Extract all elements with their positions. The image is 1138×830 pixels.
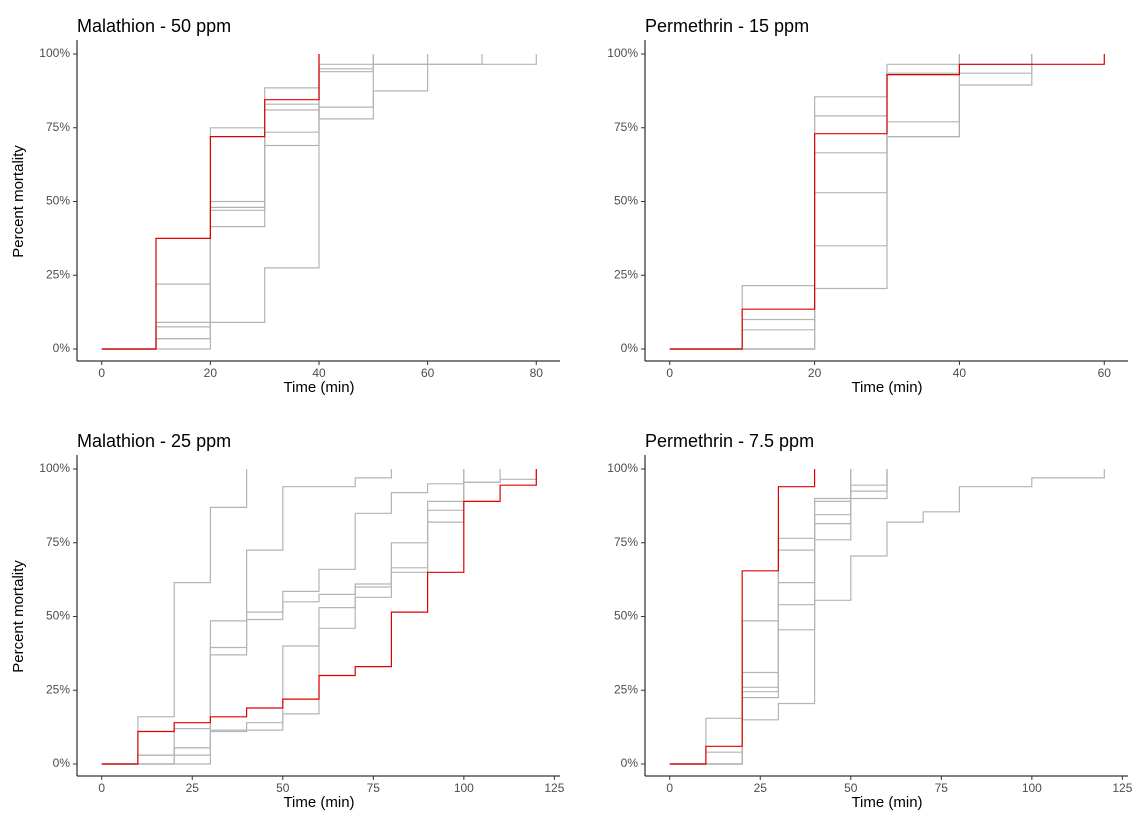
- x-tick-label: 75: [935, 781, 949, 795]
- series-line: [101, 54, 483, 350]
- y-tick-label: 100%: [39, 461, 70, 475]
- highlight-series-line: [101, 469, 537, 765]
- y-tick-label: 100%: [39, 46, 70, 60]
- y-tick-label: 75%: [614, 535, 638, 549]
- x-tick-label: 0: [98, 366, 105, 380]
- series-line: [669, 54, 1033, 350]
- series-line: [101, 54, 320, 350]
- chart-title: Malathion - 25 ppm: [77, 431, 231, 451]
- y-tick-label: 50%: [46, 194, 70, 208]
- y-tick-label: 0%: [53, 341, 71, 355]
- highlight-series-line: [669, 469, 816, 765]
- x-tick-label: 40: [953, 366, 967, 380]
- y-tick-label: 75%: [46, 120, 70, 134]
- x-axis-title: Time (min): [851, 379, 922, 396]
- x-axis-title: Time (min): [851, 794, 922, 811]
- series-line: [101, 54, 374, 350]
- x-tick-label: 20: [204, 366, 218, 380]
- y-axis-title: Percent mortality: [10, 145, 27, 258]
- x-tick-label: 125: [544, 781, 564, 795]
- highlight-series-line: [669, 54, 1105, 350]
- x-tick-label: 100: [454, 781, 474, 795]
- x-tick-label: 100: [1022, 781, 1042, 795]
- highlight-series-line: [101, 54, 320, 350]
- series-line: [101, 469, 501, 765]
- panel-malathion-25: Malathion - 25 ppm 0% 25% 50% 75% 100% 0 25 50 75…: [10, 431, 565, 811]
- y-tick-label: 50%: [614, 194, 638, 208]
- chart-title: Malathion - 50 ppm: [77, 16, 231, 36]
- chart-title: Permethrin - 15 ppm: [645, 16, 809, 36]
- y-tick-label: 50%: [46, 609, 70, 623]
- x-tick-label: 0: [666, 781, 673, 795]
- x-tick-label: 40: [312, 366, 326, 380]
- x-tick-label: 25: [186, 781, 200, 795]
- y-tick-label: 100%: [607, 461, 638, 475]
- chart-title: Permethrin - 7.5 ppm: [645, 431, 814, 451]
- x-axis-title: Time (min): [283, 379, 354, 396]
- y-tick-label: 25%: [46, 267, 70, 281]
- x-tick-label: 60: [1098, 366, 1112, 380]
- y-tick-label: 0%: [621, 756, 639, 770]
- series-line: [101, 469, 248, 765]
- x-tick-label: 50: [844, 781, 858, 795]
- series-line: [669, 54, 1033, 350]
- x-tick-label: 125: [1112, 781, 1132, 795]
- x-tick-label: 20: [808, 366, 822, 380]
- y-tick-label: 25%: [614, 267, 638, 281]
- y-tick-label: 0%: [53, 756, 71, 770]
- series-line: [669, 54, 1033, 350]
- y-tick-label: 0%: [621, 341, 639, 355]
- y-axis-title: Percent mortality: [10, 560, 27, 673]
- y-tick-label: 25%: [46, 682, 70, 696]
- panel-malathion-50: Malathion - 50 ppm 0% 25% 50% 75% 100% 0 20 40 60…: [10, 16, 560, 396]
- series-line: [669, 469, 1105, 765]
- panel-permethrin-15: Permethrin - 15 ppm 0% 25% 50% 75% 100% 0 20 40 6…: [607, 16, 1128, 396]
- x-tick-label: 60: [421, 366, 435, 380]
- y-tick-label: 75%: [614, 120, 638, 134]
- x-tick-label: 25: [754, 781, 768, 795]
- y-tick-label: 75%: [46, 535, 70, 549]
- x-tick-label: 50: [276, 781, 290, 795]
- y-tick-label: 50%: [614, 609, 638, 623]
- y-tick-label: 100%: [607, 46, 638, 60]
- series-line: [101, 469, 465, 765]
- x-tick-label: 0: [98, 781, 105, 795]
- x-axis-title: Time (min): [283, 794, 354, 811]
- x-tick-label: 0: [666, 366, 673, 380]
- panel-permethrin-7-5: Permethrin - 7.5 ppm 0% 25% 50% 75% 100% 0 25 50…: [607, 431, 1132, 811]
- y-tick-label: 25%: [614, 682, 638, 696]
- x-tick-label: 80: [530, 366, 544, 380]
- x-tick-label: 75: [367, 781, 381, 795]
